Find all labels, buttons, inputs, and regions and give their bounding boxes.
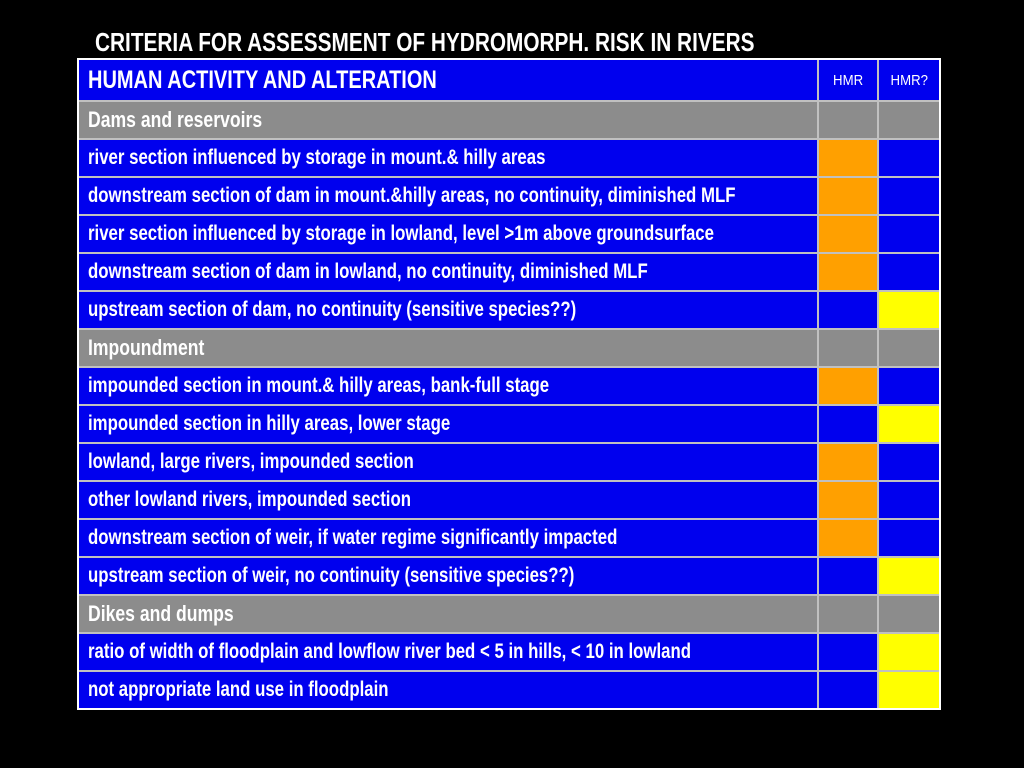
hmr-question-cell <box>879 102 939 138</box>
row-label-text: upstream section of weir, no continuity … <box>88 564 575 587</box>
row-label-text: not appropriate land use in floodplain <box>88 678 389 701</box>
hmr-cell <box>819 482 877 518</box>
hmr-question-cell <box>879 444 939 480</box>
hmr-question-cell <box>879 634 939 670</box>
row-label-text: impounded section in mount.& hilly areas… <box>88 374 550 397</box>
row-label-text: upstream section of dam, no continuity (… <box>88 298 577 321</box>
hmr-cell <box>819 140 877 176</box>
criterion-label: not appropriate land use in floodplain <box>79 672 817 708</box>
criterion-label: downstream section of weir, if water reg… <box>79 520 817 556</box>
criterion-row: downstream section of dam in lowland, no… <box>79 254 939 290</box>
hmr-cell <box>819 634 877 670</box>
hmr-cell <box>819 330 877 366</box>
criterion-label: river section influenced by storage in m… <box>79 140 817 176</box>
criterion-label: downstream section of dam in lowland, no… <box>79 254 817 290</box>
hmr-question-cell <box>879 558 939 594</box>
row-label-text: downstream section of dam in lowland, no… <box>88 260 648 283</box>
hmr-question-cell <box>879 254 939 290</box>
criterion-row: upstream section of weir, no continuity … <box>79 558 939 594</box>
hmr-question-column-header: HMR? <box>879 60 939 100</box>
hmr-cell <box>819 520 877 556</box>
criterion-row: upstream section of dam, no continuity (… <box>79 292 939 328</box>
criterion-row: impounded section in hilly areas, lower … <box>79 406 939 442</box>
criterion-label: upstream section of dam, no continuity (… <box>79 292 817 328</box>
row-label-text: Dams and reservoirs <box>88 107 263 132</box>
row-label-text: Dikes and dumps <box>88 601 234 626</box>
criterion-row: impounded section in mount.& hilly areas… <box>79 368 939 404</box>
criterion-label: downstream section of dam in mount.&hill… <box>79 178 817 214</box>
criterion-row: downstream section of weir, if water reg… <box>79 520 939 556</box>
hmr-question-cell <box>879 140 939 176</box>
criterion-row: river section influenced by storage in m… <box>79 140 939 176</box>
section-title: Dikes and dumps <box>79 596 817 632</box>
table-header-row: HUMAN ACTIVITY AND ALTERATION HMR HMR? <box>79 60 939 100</box>
hmr-column-header: HMR <box>819 60 877 100</box>
row-label-text: river section influenced by storage in m… <box>88 146 546 169</box>
section-title: Dams and reservoirs <box>79 102 817 138</box>
row-label-text: downstream section of weir, if water reg… <box>88 526 618 549</box>
hmr-question-cell <box>879 406 939 442</box>
criterion-row: ratio of width of floodplain and lowflow… <box>79 634 939 670</box>
hmr-question-cell <box>879 368 939 404</box>
section-row: Impoundment <box>79 330 939 366</box>
row-label-text: downstream section of dam in mount.&hill… <box>88 184 736 207</box>
hmr-question-cell <box>879 672 939 708</box>
row-label-text: other lowland rivers, impounded section <box>88 488 411 511</box>
hmr-cell <box>819 368 877 404</box>
activity-column-header: HUMAN ACTIVITY AND ALTERATION <box>79 60 817 100</box>
criterion-row: other lowland rivers, impounded section <box>79 482 939 518</box>
row-label-text: impounded section in hilly areas, lower … <box>88 412 451 435</box>
criterion-row: not appropriate land use in floodplain <box>79 672 939 708</box>
section-row: Dikes and dumps <box>79 596 939 632</box>
criterion-label: river section influenced by storage in l… <box>79 216 817 252</box>
criterion-row: river section influenced by storage in l… <box>79 216 939 252</box>
criterion-row: lowland, large rivers, impounded section <box>79 444 939 480</box>
hmr-cell <box>819 444 877 480</box>
hmr-cell <box>819 254 877 290</box>
criterion-row: downstream section of dam in mount.&hill… <box>79 178 939 214</box>
row-label-text: ratio of width of floodplain and lowflow… <box>88 640 691 663</box>
row-label-text: lowland, large rivers, impounded section <box>88 450 414 473</box>
criterion-label: impounded section in mount.& hilly areas… <box>79 368 817 404</box>
hmr-question-cell <box>879 482 939 518</box>
hmr-question-cell <box>879 292 939 328</box>
criterion-label: impounded section in hilly areas, lower … <box>79 406 817 442</box>
hmr-cell <box>819 102 877 138</box>
hmr-question-cell <box>879 520 939 556</box>
hmr-column-header-label: HMR <box>832 71 864 89</box>
hmr-question-column-header-label: HMR? <box>890 71 928 89</box>
activity-column-header-label: HUMAN ACTIVITY AND ALTERATION <box>88 65 437 94</box>
slide-title: CRITERIA FOR ASSESSMENT OF HYDROMORPH. R… <box>95 27 919 58</box>
hmr-cell <box>819 672 877 708</box>
row-label-text: Impoundment <box>88 335 205 360</box>
criteria-table: HUMAN ACTIVITY AND ALTERATION HMR HMR? D… <box>77 58 941 710</box>
hmr-question-cell <box>879 178 939 214</box>
hmr-cell <box>819 558 877 594</box>
section-title: Impoundment <box>79 330 817 366</box>
hmr-cell <box>819 216 877 252</box>
criterion-label: other lowland rivers, impounded section <box>79 482 817 518</box>
hmr-cell <box>819 292 877 328</box>
row-label-text: river section influenced by storage in l… <box>88 222 714 245</box>
slide-title-text: CRITERIA FOR ASSESSMENT OF HYDROMORPH. R… <box>95 27 755 57</box>
hmr-cell <box>819 406 877 442</box>
hmr-cell <box>819 178 877 214</box>
section-row: Dams and reservoirs <box>79 102 939 138</box>
criterion-label: lowland, large rivers, impounded section <box>79 444 817 480</box>
hmr-cell <box>819 596 877 632</box>
hmr-question-cell <box>879 216 939 252</box>
criterion-label: upstream section of weir, no continuity … <box>79 558 817 594</box>
hmr-question-cell <box>879 330 939 366</box>
hmr-question-cell <box>879 596 939 632</box>
criterion-label: ratio of width of floodplain and lowflow… <box>79 634 817 670</box>
